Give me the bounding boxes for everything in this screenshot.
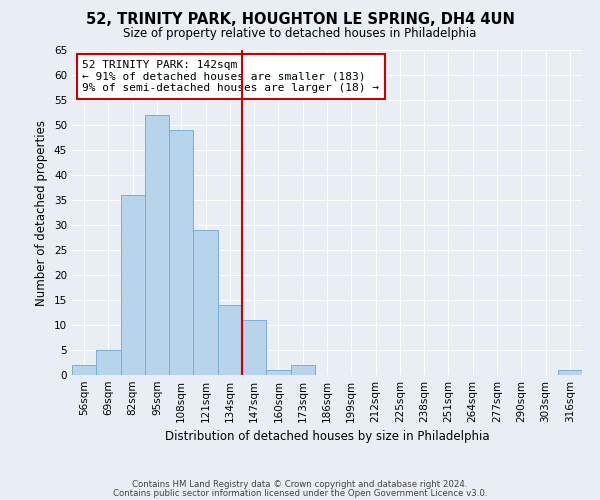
Bar xyxy=(242,320,266,375)
X-axis label: Distribution of detached houses by size in Philadelphia: Distribution of detached houses by size … xyxy=(164,430,490,444)
Bar xyxy=(121,195,145,375)
Bar xyxy=(96,350,121,375)
Bar xyxy=(218,305,242,375)
Y-axis label: Number of detached properties: Number of detached properties xyxy=(35,120,49,306)
Bar xyxy=(169,130,193,375)
Text: 52 TRINITY PARK: 142sqm
← 91% of detached houses are smaller (183)
9% of semi-de: 52 TRINITY PARK: 142sqm ← 91% of detache… xyxy=(82,60,379,93)
Text: 52, TRINITY PARK, HOUGHTON LE SPRING, DH4 4UN: 52, TRINITY PARK, HOUGHTON LE SPRING, DH… xyxy=(86,12,514,28)
Bar xyxy=(558,370,582,375)
Bar xyxy=(145,115,169,375)
Bar xyxy=(72,365,96,375)
Bar xyxy=(290,365,315,375)
Text: Size of property relative to detached houses in Philadelphia: Size of property relative to detached ho… xyxy=(124,28,476,40)
Text: Contains HM Land Registry data © Crown copyright and database right 2024.: Contains HM Land Registry data © Crown c… xyxy=(132,480,468,489)
Bar xyxy=(266,370,290,375)
Text: Contains public sector information licensed under the Open Government Licence v3: Contains public sector information licen… xyxy=(113,488,487,498)
Bar xyxy=(193,230,218,375)
